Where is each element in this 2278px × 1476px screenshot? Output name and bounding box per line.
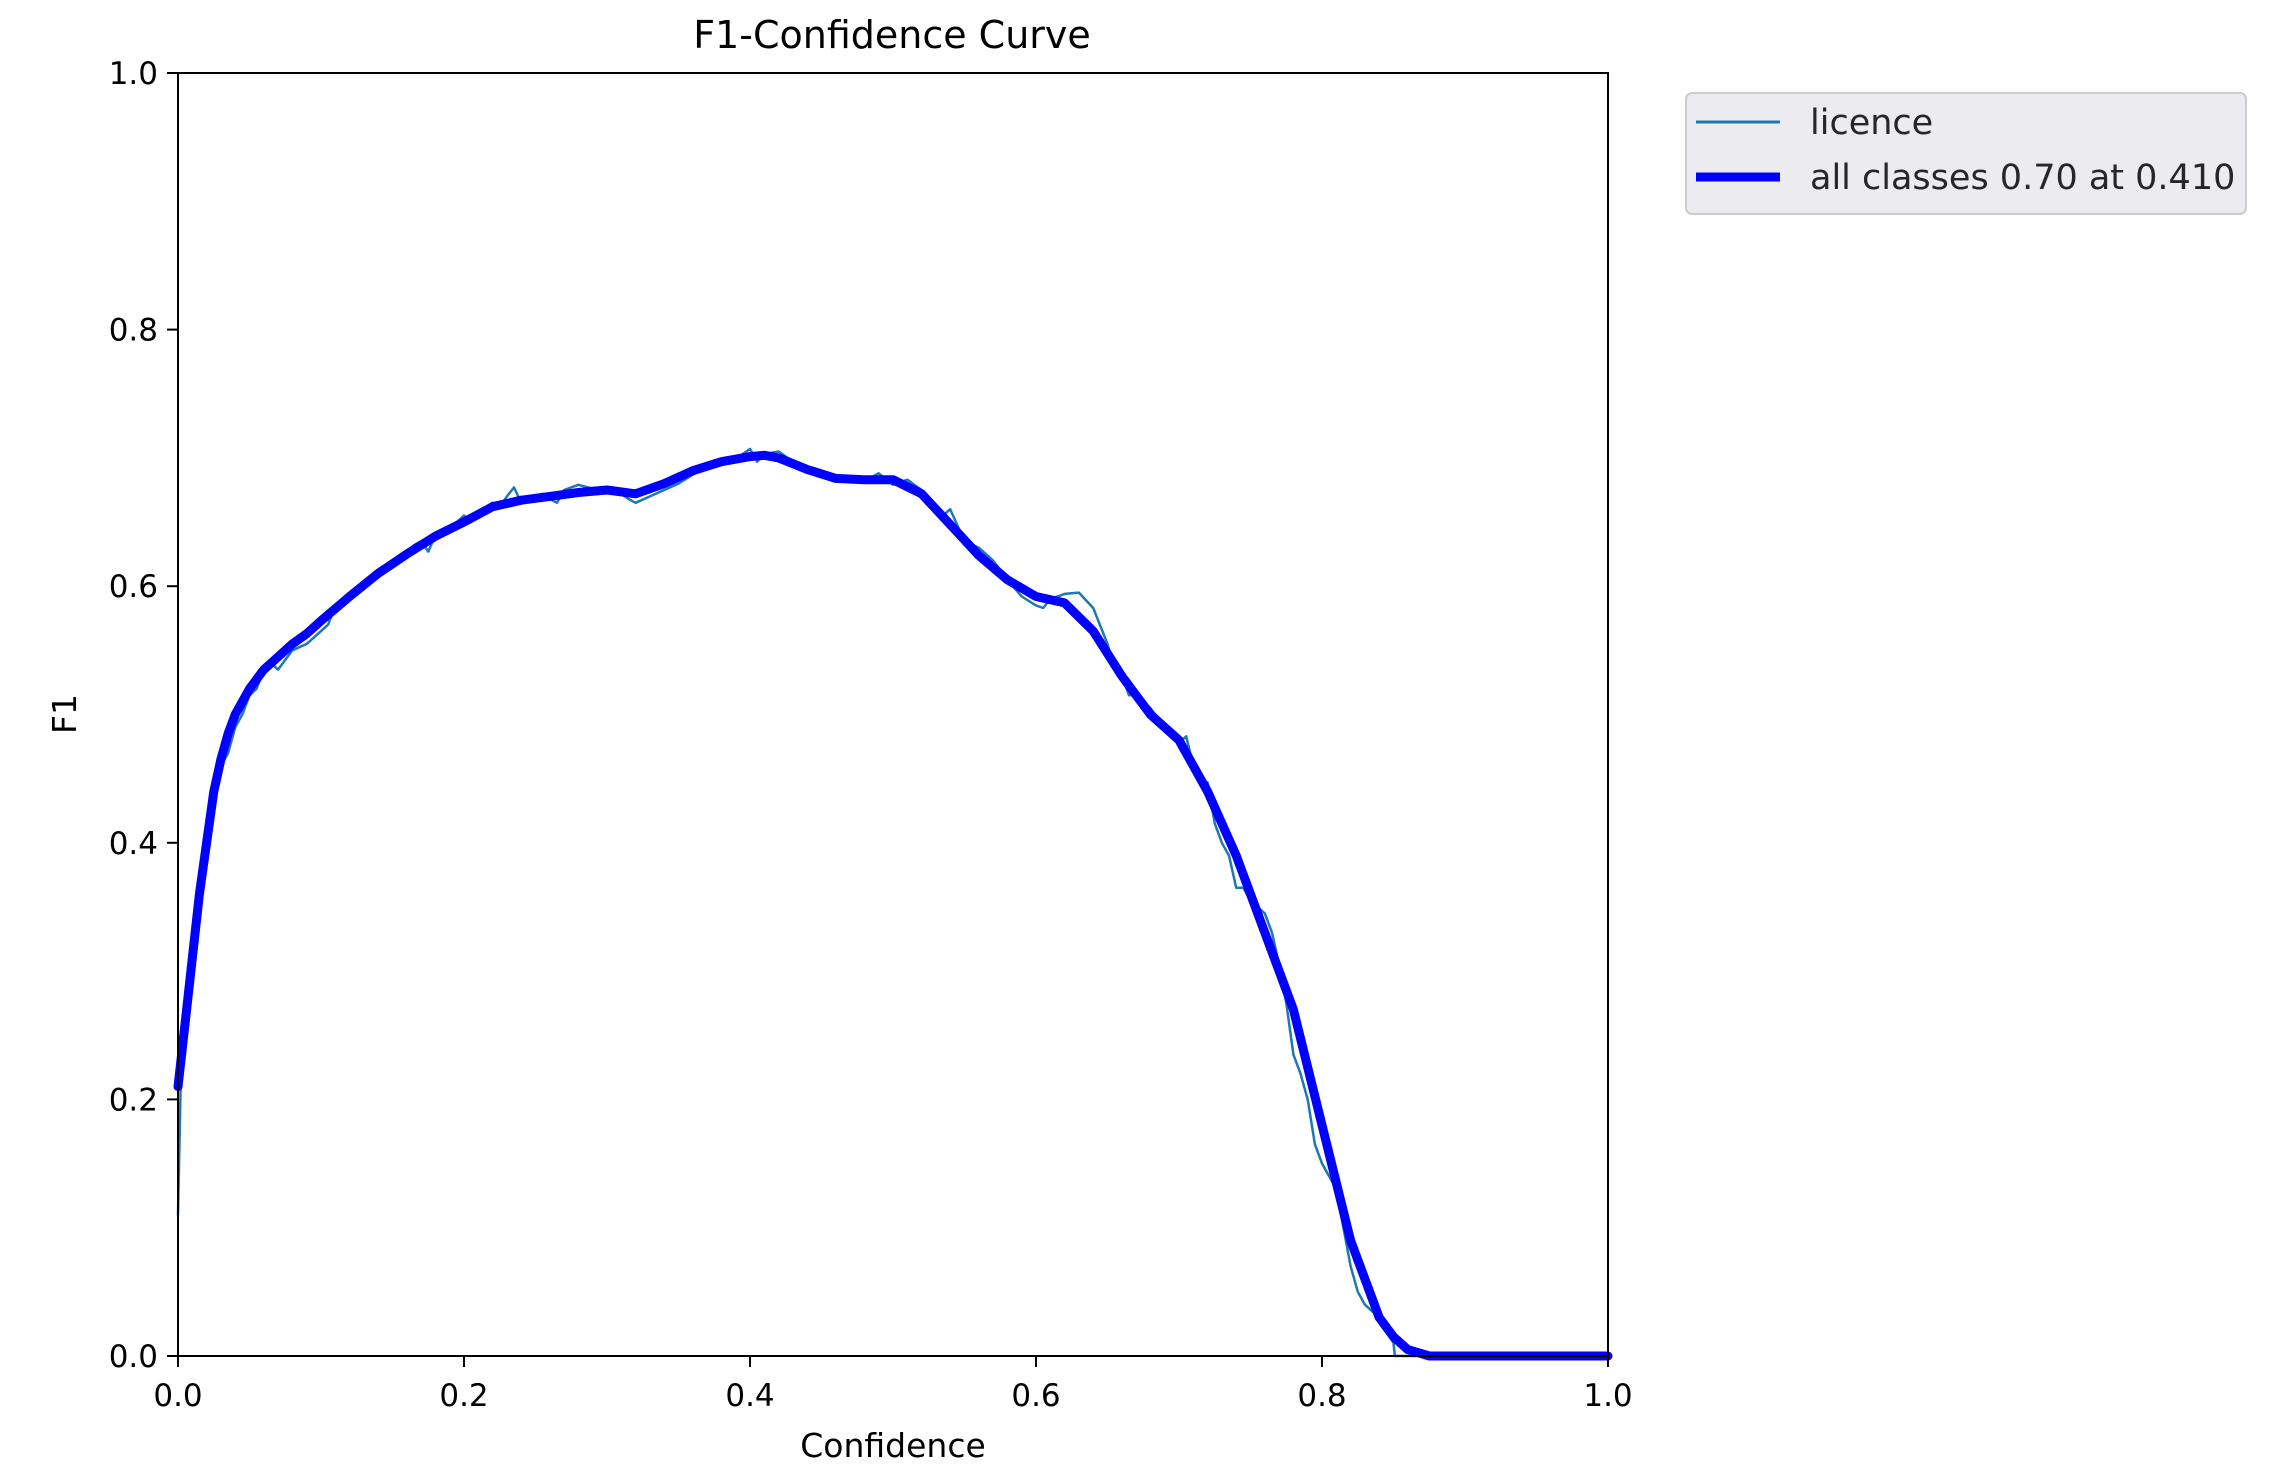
- series-layer: [173, 447, 1613, 1361]
- legend-box: [1685, 92, 2247, 215]
- x-tick-label: 0.4: [725, 1378, 774, 1414]
- y-tick-label: 0.0: [109, 1339, 158, 1375]
- legend-label-all-classes: all classes 0.70 at 0.410: [1810, 158, 2235, 198]
- y-tick-label: 0.2: [109, 1082, 158, 1118]
- y-axis: 0.0 0.2 0.4 0.6 0.8 1.0: [109, 56, 178, 1375]
- y-tick-label: 0.6: [109, 569, 158, 605]
- y-tick-label: 0.8: [109, 313, 158, 349]
- x-axis-label: Confidence: [800, 1426, 986, 1465]
- x-tick-label: 0.0: [153, 1378, 202, 1414]
- plot-area: [173, 72, 1613, 1361]
- plot-background: [178, 73, 1608, 1356]
- y-axis-label: F1: [45, 694, 84, 734]
- x-tick-label: 1.0: [1583, 1378, 1632, 1414]
- x-tick-label: 0.6: [1011, 1378, 1060, 1414]
- chart-title: F1-Confidence Curve: [693, 13, 1091, 57]
- x-axis: 0.0 0.2 0.4 0.6 0.8 1.0: [153, 1356, 1633, 1414]
- x-tick-label: 0.2: [439, 1378, 488, 1414]
- legend-label-licence: licence: [1810, 103, 1933, 143]
- x-tick-label: 0.8: [1297, 1378, 1346, 1414]
- y-tick-label: 1.0: [109, 56, 158, 92]
- series-line-all-classes: [173, 450, 1613, 1361]
- y-tick-label: 0.4: [109, 826, 158, 862]
- legend: licence all classes 0.70 at 0.410: [1685, 92, 2247, 215]
- plot-frame: [177, 72, 1609, 1357]
